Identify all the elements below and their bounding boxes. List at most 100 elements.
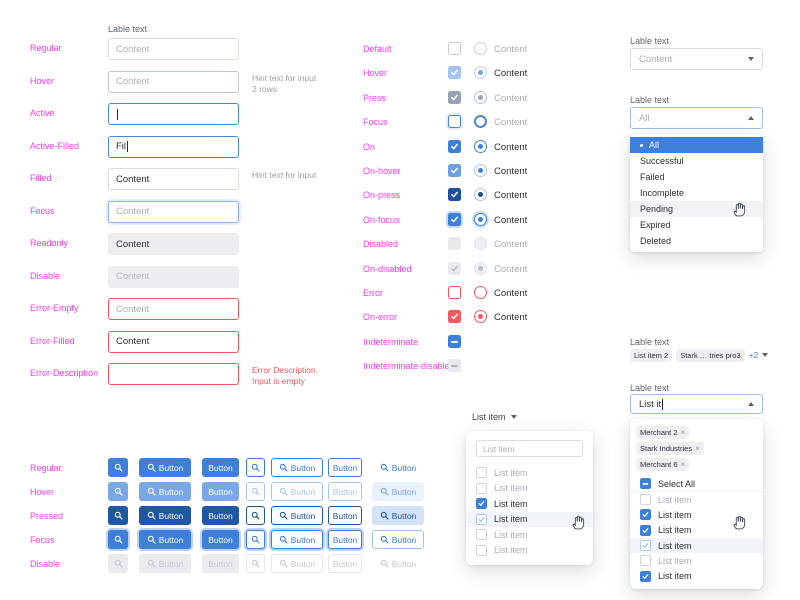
checkbox[interactable] bbox=[448, 115, 461, 128]
checkbox[interactable] bbox=[448, 237, 461, 250]
outline-icon-button[interactable] bbox=[246, 530, 265, 549]
list-item[interactable]: List item bbox=[466, 465, 593, 481]
list-item[interactable]: List item bbox=[630, 537, 763, 554]
primary-button[interactable]: Button bbox=[139, 506, 191, 525]
outline-icon-button[interactable] bbox=[246, 458, 265, 477]
primary-button[interactable]: Button bbox=[202, 506, 239, 525]
ghost-button[interactable]: Button bbox=[372, 482, 424, 501]
radio-button[interactable] bbox=[474, 115, 487, 128]
radio-button[interactable] bbox=[474, 213, 487, 226]
text-input[interactable]: Content bbox=[108, 330, 239, 353]
list-item[interactable]: List item bbox=[466, 543, 593, 559]
item-checkbox[interactable] bbox=[475, 513, 488, 525]
outline-button[interactable]: Button bbox=[271, 482, 323, 501]
outline-button[interactable]: Button bbox=[271, 554, 323, 573]
radio-button[interactable] bbox=[474, 188, 487, 201]
text-input[interactable]: Content bbox=[108, 38, 239, 60]
item-checkbox[interactable] bbox=[475, 498, 488, 510]
primary-button[interactable]: Button bbox=[139, 530, 191, 549]
menu-item[interactable]: Failed bbox=[630, 169, 763, 185]
text-input[interactable] bbox=[108, 363, 239, 385]
list-item[interactable]: List item bbox=[466, 496, 593, 512]
primary-icon-button[interactable] bbox=[108, 554, 128, 573]
tag[interactable]: List item 2 bbox=[630, 348, 673, 362]
primary-button[interactable]: Button bbox=[202, 554, 239, 573]
menu-item[interactable]: All bbox=[630, 137, 763, 153]
tag[interactable]: Stark … tries pro3 bbox=[676, 348, 745, 362]
text-input[interactable]: Content bbox=[108, 233, 239, 255]
checkbox[interactable] bbox=[448, 66, 461, 79]
radio-button[interactable] bbox=[474, 262, 487, 275]
tag-remove-icon[interactable] bbox=[681, 429, 686, 437]
list-item[interactable]: List item bbox=[466, 481, 593, 497]
item-checkbox[interactable] bbox=[639, 494, 652, 506]
outline-icon-button[interactable] bbox=[246, 506, 265, 525]
menu-item[interactable]: Pending bbox=[630, 201, 763, 217]
ghost-button[interactable]: Button bbox=[372, 506, 424, 525]
radio-button[interactable] bbox=[474, 140, 487, 153]
radio-button[interactable] bbox=[474, 91, 487, 104]
tag[interactable]: Merchant 2 bbox=[636, 426, 690, 439]
tag-remove-icon[interactable] bbox=[695, 445, 700, 453]
checkbox[interactable] bbox=[448, 213, 461, 226]
radio-button[interactable] bbox=[474, 164, 487, 177]
list-item[interactable]: List item bbox=[630, 523, 763, 538]
item-checkbox[interactable] bbox=[639, 540, 652, 552]
checkbox[interactable] bbox=[448, 140, 461, 153]
item-checkbox[interactable] bbox=[639, 555, 652, 567]
checkbox[interactable] bbox=[448, 310, 461, 323]
item-checkbox[interactable] bbox=[475, 467, 488, 479]
primary-button[interactable]: Button bbox=[139, 458, 191, 477]
outline-button[interactable]: Button bbox=[328, 554, 362, 573]
primary-button[interactable]: Button bbox=[139, 554, 191, 573]
list-item[interactable]: List item bbox=[466, 527, 593, 543]
primary-icon-button[interactable] bbox=[108, 458, 128, 477]
select-all-item[interactable]: Select All bbox=[630, 476, 763, 492]
list-item[interactable]: List item bbox=[466, 511, 593, 527]
outline-button[interactable]: Button bbox=[271, 506, 323, 525]
outline-button[interactable]: Button bbox=[271, 530, 323, 549]
list-item[interactable]: List item bbox=[630, 553, 763, 568]
text-input[interactable]: Content bbox=[108, 265, 239, 288]
radio-button[interactable] bbox=[474, 66, 487, 79]
primary-button[interactable]: Button bbox=[139, 482, 191, 501]
text-input[interactable]: Content bbox=[108, 200, 239, 223]
checkbox[interactable] bbox=[448, 262, 461, 275]
outline-icon-button[interactable] bbox=[246, 554, 265, 573]
tag[interactable]: Merchant 6 bbox=[636, 458, 690, 471]
list-item[interactable]: List item bbox=[630, 568, 763, 583]
checkbox[interactable] bbox=[448, 164, 461, 177]
radio-button[interactable] bbox=[474, 286, 487, 299]
checkbox[interactable] bbox=[448, 91, 461, 104]
text-input[interactable]: Content bbox=[108, 168, 239, 190]
text-input[interactable]: Content bbox=[108, 70, 239, 93]
radio-button[interactable] bbox=[474, 237, 487, 250]
checkbox[interactable] bbox=[448, 335, 461, 348]
item-checkbox[interactable] bbox=[639, 477, 652, 490]
item-checkbox[interactable] bbox=[475, 529, 488, 541]
outline-button[interactable]: Button bbox=[328, 530, 362, 549]
item-checkbox[interactable] bbox=[475, 482, 488, 494]
checkbox[interactable] bbox=[448, 286, 461, 299]
multiselect-input[interactable]: List item 2 Stark … tries pro3 +2 bbox=[630, 346, 769, 364]
primary-button[interactable]: Button bbox=[202, 530, 239, 549]
outline-button[interactable]: Button bbox=[328, 458, 362, 477]
item-checkbox[interactable] bbox=[639, 524, 652, 536]
checkbox[interactable] bbox=[448, 359, 461, 372]
item-checkbox[interactable] bbox=[639, 570, 652, 582]
checkbox[interactable] bbox=[448, 42, 461, 55]
outline-button[interactable]: Button bbox=[328, 482, 362, 501]
ghost-button[interactable]: Button bbox=[372, 458, 424, 477]
search-input[interactable]: List item bbox=[476, 440, 583, 457]
multiselect-search-input[interactable]: List it bbox=[630, 394, 763, 414]
outline-button[interactable]: Button bbox=[271, 458, 323, 477]
outline-button[interactable]: Button bbox=[328, 506, 362, 525]
primary-button[interactable]: Button bbox=[202, 458, 239, 477]
select-input[interactable]: Content bbox=[630, 48, 763, 70]
item-checkbox[interactable] bbox=[639, 509, 652, 521]
select-input[interactable]: All bbox=[630, 107, 763, 129]
ghost-button[interactable]: Button bbox=[372, 530, 424, 549]
menu-item[interactable]: Expired bbox=[630, 217, 763, 233]
menu-item[interactable]: Incomplete bbox=[630, 185, 763, 201]
primary-icon-button[interactable] bbox=[108, 530, 128, 549]
